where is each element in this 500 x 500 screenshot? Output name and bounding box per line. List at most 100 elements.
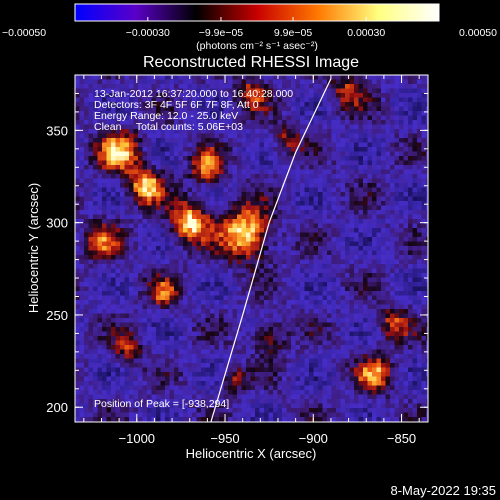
heatmap-cell [214, 291, 220, 296]
heatmap-cell [142, 241, 148, 247]
heatmap-cell [183, 300, 188, 305]
heatmap-cell [223, 282, 229, 287]
heatmap-cell [354, 79, 359, 85]
heatmap-cell [259, 241, 265, 247]
heatmap-cell [75, 322, 80, 328]
heatmap-cell [372, 223, 377, 229]
heatmap-cell [129, 250, 134, 256]
heatmap-cell [111, 250, 116, 256]
heatmap-cell [367, 327, 373, 332]
heatmap-cell [129, 313, 134, 319]
heatmap-cell [97, 259, 103, 265]
heatmap-cell [250, 214, 256, 220]
heatmap-cell [223, 210, 229, 215]
heatmap-cell [223, 286, 229, 292]
heatmap-cell [336, 259, 341, 265]
heatmap-cell [102, 84, 107, 89]
heatmap-cell [174, 259, 179, 265]
heatmap-cell [264, 331, 269, 337]
heatmap-cell [277, 84, 283, 89]
heatmap-cell [313, 88, 319, 94]
heatmap-cell [408, 282, 413, 287]
heatmap-cell [282, 232, 287, 238]
heatmap-cell [255, 277, 260, 283]
heatmap-cell [79, 327, 85, 332]
heatmap-cell [273, 228, 278, 233]
heatmap-cell [75, 327, 80, 332]
heatmap-cell [390, 165, 395, 170]
heatmap-cell [79, 295, 85, 301]
heatmap-cell [408, 255, 413, 260]
heatmap-cell [88, 282, 94, 287]
heatmap-cell [133, 84, 139, 89]
heatmap-cell [417, 219, 422, 224]
heatmap-cell [390, 309, 395, 314]
heatmap-cell [381, 246, 386, 251]
heatmap-cell [174, 282, 179, 287]
heatmap-cell [196, 120, 202, 125]
heatmap-cell [174, 273, 179, 278]
heatmap-cell [133, 111, 139, 116]
heatmap-cell [286, 196, 292, 202]
heatmap-cell [421, 313, 427, 319]
heatmap-cell [174, 156, 179, 161]
heatmap-cell [165, 106, 170, 112]
heatmap-cell [403, 241, 409, 247]
heatmap-cell [187, 304, 193, 310]
heatmap-cell [309, 340, 314, 346]
heatmap-cell [264, 133, 269, 139]
heatmap-cell [403, 169, 409, 175]
heatmap-cell [255, 124, 260, 130]
heatmap-cell [282, 93, 287, 98]
heatmap-cell [390, 102, 395, 107]
heatmap-cell [372, 169, 377, 175]
heatmap-cell [291, 264, 296, 269]
heatmap-cell [376, 75, 382, 80]
heatmap-cell [237, 277, 242, 283]
heatmap-cell [345, 187, 350, 193]
heatmap-cell [237, 237, 242, 242]
heatmap-cell [93, 97, 98, 103]
heatmap-cell [322, 331, 328, 337]
heatmap-cell [201, 246, 206, 251]
heatmap-cell [169, 97, 175, 103]
heatmap-cell [336, 345, 341, 350]
heatmap-cell [160, 165, 166, 170]
heatmap-cell [331, 255, 337, 260]
heatmap-cell [124, 183, 130, 188]
heatmap-cell [187, 169, 193, 175]
heatmap-cell [426, 169, 428, 175]
heatmap-cell [111, 205, 116, 211]
heatmap-cell [376, 295, 382, 301]
heatmap-cell [178, 183, 184, 188]
heatmap-cell [363, 313, 368, 319]
heatmap-cell [169, 165, 175, 170]
heatmap-cell [255, 219, 260, 224]
heatmap-cell [327, 282, 332, 287]
heatmap-cell [322, 219, 328, 224]
heatmap-cell [228, 147, 233, 152]
heatmap-cell [426, 97, 428, 103]
heatmap-cell [291, 84, 296, 89]
heatmap-cell [115, 223, 121, 229]
heatmap-cell [426, 210, 428, 215]
heatmap-cell [295, 219, 301, 224]
heatmap-cell [115, 286, 121, 292]
heatmap-cell [142, 264, 148, 269]
heatmap-cell [277, 124, 283, 130]
heatmap-cell [124, 345, 130, 350]
heatmap-cell [340, 106, 346, 112]
heatmap-cell [138, 309, 143, 314]
heatmap-cell [192, 340, 197, 346]
heatmap-cell [111, 178, 116, 184]
heatmap-cell [201, 187, 206, 193]
heatmap-cell [174, 286, 179, 292]
heatmap-cell [205, 282, 211, 287]
heatmap-cell [385, 156, 391, 161]
heatmap-cell [124, 196, 130, 202]
heatmap-cell [336, 183, 341, 188]
heatmap-cell [282, 322, 287, 328]
heatmap-cell [183, 228, 188, 233]
heatmap-cell [295, 345, 301, 350]
heatmap-cell [277, 111, 283, 116]
